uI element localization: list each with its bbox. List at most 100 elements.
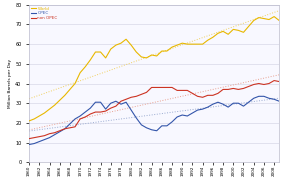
OPEC <box>211 103 215 105</box>
World <box>73 83 77 85</box>
World <box>201 43 204 45</box>
OPEC <box>257 95 261 97</box>
non OPEC <box>124 98 128 100</box>
World <box>119 42 123 44</box>
World <box>150 54 153 56</box>
World <box>160 50 164 52</box>
non OPEC <box>104 110 107 112</box>
World <box>247 25 250 28</box>
World <box>94 51 97 53</box>
World <box>180 42 184 44</box>
World <box>145 57 148 59</box>
OPEC <box>94 101 97 103</box>
OPEC <box>99 101 102 103</box>
non OPEC <box>140 93 143 95</box>
World <box>38 115 41 117</box>
OPEC <box>63 128 67 130</box>
World <box>63 94 67 96</box>
World <box>155 55 158 57</box>
non OPEC <box>277 81 281 83</box>
non OPEC <box>99 111 102 113</box>
World <box>124 38 128 40</box>
non OPEC <box>206 94 210 96</box>
non OPEC <box>191 92 194 95</box>
non OPEC <box>155 86 158 89</box>
non OPEC <box>221 88 225 91</box>
non OPEC <box>247 85 250 88</box>
non OPEC <box>170 86 174 89</box>
OPEC <box>78 115 82 117</box>
non OPEC <box>43 135 46 137</box>
non OPEC <box>119 100 123 102</box>
OPEC <box>119 103 123 105</box>
OPEC <box>58 131 61 133</box>
OPEC <box>73 118 77 120</box>
OPEC <box>186 115 189 117</box>
non OPEC <box>38 136 41 138</box>
non OPEC <box>232 87 235 90</box>
OPEC <box>226 106 230 108</box>
OPEC <box>83 111 87 113</box>
World <box>58 99 61 101</box>
World <box>237 29 240 32</box>
OPEC <box>242 105 245 107</box>
non OPEC <box>58 130 61 132</box>
OPEC <box>206 106 210 108</box>
OPEC <box>267 97 271 99</box>
OPEC <box>232 102 235 104</box>
non OPEC <box>129 96 133 98</box>
World <box>226 33 230 35</box>
World <box>267 18 271 21</box>
OPEC <box>38 141 41 143</box>
World <box>43 112 46 114</box>
World <box>83 66 87 68</box>
World <box>27 120 31 122</box>
World <box>216 32 220 34</box>
non OPEC <box>242 87 245 90</box>
OPEC <box>277 100 281 102</box>
OPEC <box>32 142 36 145</box>
OPEC <box>272 98 276 100</box>
Line: non OPEC: non OPEC <box>29 81 279 139</box>
World <box>232 28 235 30</box>
OPEC <box>155 130 158 132</box>
non OPEC <box>135 95 138 97</box>
World <box>242 31 245 33</box>
OPEC <box>180 114 184 116</box>
World <box>165 50 169 52</box>
World <box>68 88 72 91</box>
non OPEC <box>63 128 67 130</box>
World <box>129 44 133 46</box>
OPEC <box>27 143 31 146</box>
non OPEC <box>186 89 189 91</box>
OPEC <box>68 123 72 125</box>
non OPEC <box>73 126 77 128</box>
OPEC <box>216 101 220 103</box>
non OPEC <box>27 137 31 140</box>
World <box>175 44 179 46</box>
OPEC <box>170 121 174 123</box>
non OPEC <box>216 92 220 95</box>
non OPEC <box>201 96 204 98</box>
World <box>32 118 36 120</box>
non OPEC <box>114 105 118 107</box>
World <box>140 56 143 58</box>
non OPEC <box>68 127 72 129</box>
non OPEC <box>196 95 199 97</box>
OPEC <box>221 103 225 105</box>
World <box>262 18 266 20</box>
World <box>48 108 51 110</box>
OPEC <box>252 97 255 99</box>
non OPEC <box>160 86 164 89</box>
World <box>277 20 281 22</box>
OPEC <box>53 134 56 136</box>
OPEC <box>237 102 240 104</box>
non OPEC <box>109 107 113 109</box>
OPEC <box>114 100 118 102</box>
non OPEC <box>211 94 215 96</box>
World <box>257 16 261 19</box>
non OPEC <box>48 133 51 135</box>
World <box>135 51 138 53</box>
OPEC <box>160 125 164 127</box>
non OPEC <box>267 83 271 85</box>
